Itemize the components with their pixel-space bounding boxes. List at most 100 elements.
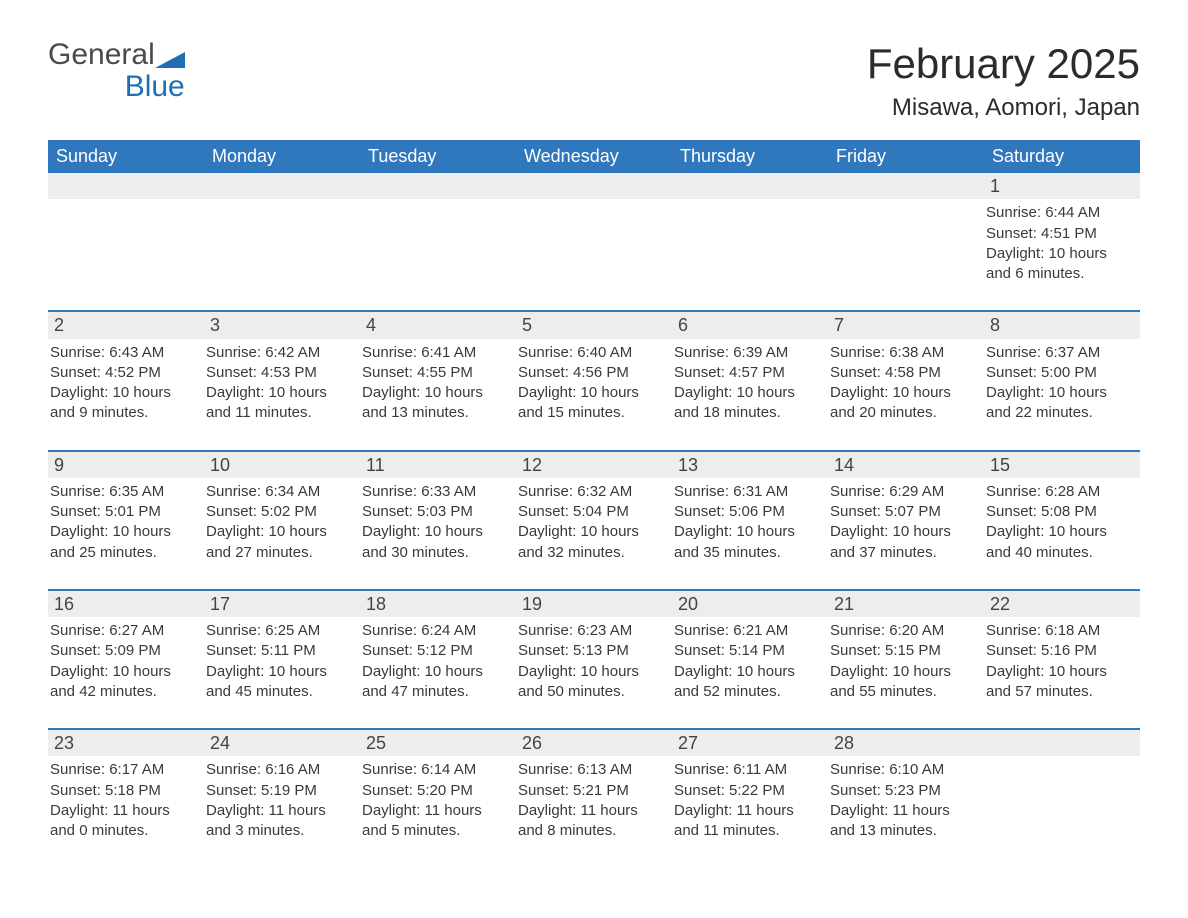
sunset-text: Sunset: 4:58 PM xyxy=(830,363,978,383)
daylight-text: Daylight: 10 hours and 20 minutes. xyxy=(830,383,978,424)
sunrise-text: Sunrise: 6:33 AM xyxy=(362,482,510,502)
day-number: 1 xyxy=(984,173,1140,199)
daylight-text: Daylight: 10 hours and 32 minutes. xyxy=(518,522,666,563)
day-cell xyxy=(204,173,360,302)
sunset-text: Sunset: 5:06 PM xyxy=(674,502,822,522)
day-number: 14 xyxy=(828,452,984,478)
sunset-text: Sunset: 5:21 PM xyxy=(518,781,666,801)
sunset-text: Sunset: 4:53 PM xyxy=(206,363,354,383)
day-number: 16 xyxy=(48,591,204,617)
daylight-text: Daylight: 10 hours and 45 minutes. xyxy=(206,662,354,703)
sunrise-text: Sunrise: 6:28 AM xyxy=(986,482,1134,502)
sunset-text: Sunset: 5:22 PM xyxy=(674,781,822,801)
sunrise-text: Sunrise: 6:27 AM xyxy=(50,621,198,641)
daylight-text: Daylight: 11 hours and 13 minutes. xyxy=(830,801,978,842)
sunset-text: Sunset: 5:04 PM xyxy=(518,502,666,522)
day-number: 27 xyxy=(672,730,828,756)
day-cell: 6Sunrise: 6:39 AMSunset: 4:57 PMDaylight… xyxy=(672,312,828,441)
sunrise-text: Sunrise: 6:23 AM xyxy=(518,621,666,641)
sunset-text: Sunset: 5:09 PM xyxy=(50,641,198,661)
daylight-text: Daylight: 11 hours and 5 minutes. xyxy=(362,801,510,842)
sunset-text: Sunset: 5:00 PM xyxy=(986,363,1134,383)
sunset-text: Sunset: 5:23 PM xyxy=(830,781,978,801)
weekday-header-row: Sunday Monday Tuesday Wednesday Thursday… xyxy=(48,140,1140,173)
day-cell: 20Sunrise: 6:21 AMSunset: 5:14 PMDayligh… xyxy=(672,591,828,720)
day-number: 24 xyxy=(204,730,360,756)
daylight-text: Daylight: 10 hours and 55 minutes. xyxy=(830,662,978,703)
day-number: 22 xyxy=(984,591,1140,617)
daylight-text: Daylight: 10 hours and 30 minutes. xyxy=(362,522,510,563)
sunrise-text: Sunrise: 6:16 AM xyxy=(206,760,354,780)
sunrise-text: Sunrise: 6:39 AM xyxy=(674,343,822,363)
day-number: 2 xyxy=(48,312,204,338)
day-number: 11 xyxy=(360,452,516,478)
day-cell: 22 Sunrise: 6:18 AMSunset: 5:16 PMDayligh… xyxy=(984,591,1140,720)
day-number: 23 xyxy=(48,730,204,756)
day-cell: 13Sunrise: 6:31 AMSunset: 5:06 PMDayligh… xyxy=(672,452,828,581)
week-row: 16 Sunrise: 6:27 AMSunset: 5:09 PM Dayligh… xyxy=(48,589,1140,720)
day-cell xyxy=(672,173,828,302)
daylight-text: Daylight: 10 hours and 57 minutes. xyxy=(986,662,1134,703)
day-cell: 24Sunrise: 6:16 AMSunset: 5:19 PMDayligh… xyxy=(204,730,360,859)
day-cell xyxy=(360,173,516,302)
weekday-header: Friday xyxy=(828,140,984,173)
sunset-text: Sunset: 4:56 PM xyxy=(518,363,666,383)
day-cell: 18Sunrise: 6:24 AMSunset: 5:12 PMDayligh… xyxy=(360,591,516,720)
sunset-text: Sunset: 5:15 PM xyxy=(830,641,978,661)
day-number: 28 xyxy=(828,730,984,756)
day-cell: 5Sunrise: 6:40 AMSunset: 4:56 PMDaylight… xyxy=(516,312,672,441)
sunrise-text: Sunrise: 6:18 AM xyxy=(986,621,1134,641)
sunrise-text: Sunrise: 6:34 AM xyxy=(206,482,354,502)
sunrise-text: Sunrise: 6:17 AM xyxy=(50,760,198,780)
daylight-text: Daylight: 10 hours and 9 minutes. xyxy=(50,383,198,424)
week-row: 23 Sunrise: 6:17 AMSunset: 5:18 PM Dayligh… xyxy=(48,728,1140,859)
sunset-text: Sunset: 5:08 PM xyxy=(986,502,1134,522)
sunrise-text: Sunrise: 6:44 AM xyxy=(986,203,1134,223)
sunset-text: Sunset: 5:16 PM xyxy=(986,641,1134,661)
day-number: 8 xyxy=(984,312,1140,338)
logo: General Blue xyxy=(48,40,185,102)
day-number: 12 xyxy=(516,452,672,478)
day-cell: 19Sunrise: 6:23 AMSunset: 5:13 PMDayligh… xyxy=(516,591,672,720)
daylight-text: Daylight: 10 hours and 35 minutes. xyxy=(674,522,822,563)
day-number xyxy=(204,173,360,199)
sunrise-text: Sunrise: 6:10 AM xyxy=(830,760,978,780)
daylight-text: Daylight: 11 hours and 11 minutes. xyxy=(674,801,822,842)
day-number: 13 xyxy=(672,452,828,478)
day-number: 6 xyxy=(672,312,828,338)
daylight-text: Daylight: 10 hours and 13 minutes. xyxy=(362,383,510,424)
sunrise-text: Sunrise: 6:41 AM xyxy=(362,343,510,363)
day-cell: 7Sunrise: 6:38 AMSunset: 4:58 PMDaylight… xyxy=(828,312,984,441)
day-number xyxy=(516,173,672,199)
daylight-text: Daylight: 10 hours and 25 minutes. xyxy=(50,522,198,563)
sunset-text: Sunset: 5:18 PM xyxy=(50,781,198,801)
daylight-text: Daylight: 10 hours and 47 minutes. xyxy=(362,662,510,703)
day-number: 3 xyxy=(204,312,360,338)
day-cell: 26Sunrise: 6:13 AMSunset: 5:21 PMDayligh… xyxy=(516,730,672,859)
sunrise-text: Sunrise: 6:14 AM xyxy=(362,760,510,780)
weekday-header: Sunday xyxy=(48,140,204,173)
sunrise-text: Sunrise: 6:25 AM xyxy=(206,621,354,641)
daylight-text: Daylight: 10 hours and 50 minutes. xyxy=(518,662,666,703)
sunrise-text: Sunrise: 6:13 AM xyxy=(518,760,666,780)
sunrise-text: Sunrise: 6:35 AM xyxy=(50,482,198,502)
day-cell: 9Sunrise: 6:35 AMSunset: 5:01 PMDaylight… xyxy=(48,452,204,581)
sunrise-text: Sunrise: 6:21 AM xyxy=(674,621,822,641)
day-cell: 27 Sunrise: 6:11 AMSunset: 5:22 PMDayligh… xyxy=(672,730,828,859)
weeks-container: 1 Sunrise: 6:44 AMSunset: 4:51 PM Daylight… xyxy=(48,173,1140,859)
day-cell xyxy=(984,730,1140,859)
sunrise-text: Sunrise: 6:11 AM xyxy=(674,760,822,780)
day-cell: 17Sunrise: 6:25 AMSunset: 5:11 PMDayligh… xyxy=(204,591,360,720)
day-number: 21 xyxy=(828,591,984,617)
day-cell: 28 Sunrise: 6:10 AMSunset: 5:23 PMDayligh… xyxy=(828,730,984,859)
daylight-text: Daylight: 10 hours and 27 minutes. xyxy=(206,522,354,563)
sunrise-text: Sunrise: 6:37 AM xyxy=(986,343,1134,363)
day-cell: 10Sunrise: 6:34 AMSunset: 5:02 PMDayligh… xyxy=(204,452,360,581)
day-number: 25 xyxy=(360,730,516,756)
sunset-text: Sunset: 4:51 PM xyxy=(986,224,1134,244)
day-cell: 4Sunrise: 6:41 AMSunset: 4:55 PMDaylight… xyxy=(360,312,516,441)
day-cell: 8Sunrise: 6:37 AMSunset: 5:00 PMDaylight… xyxy=(984,312,1140,441)
day-number: 4 xyxy=(360,312,516,338)
day-number xyxy=(360,173,516,199)
daylight-text: Daylight: 10 hours and 37 minutes. xyxy=(830,522,978,563)
